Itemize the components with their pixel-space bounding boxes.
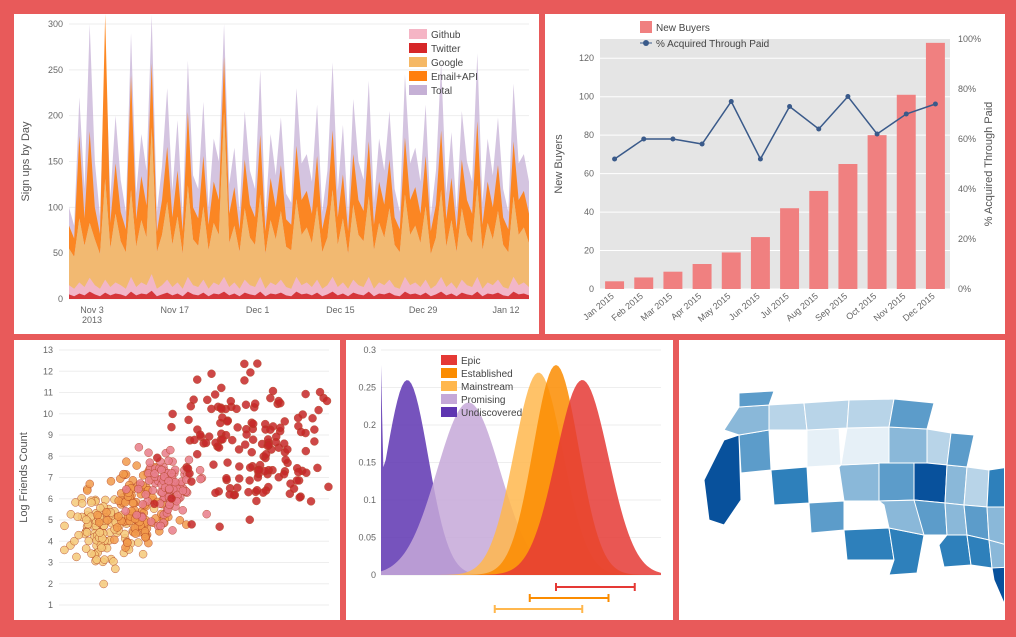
svg-text:60: 60 [584,169,594,179]
svg-text:0.1: 0.1 [364,495,377,505]
svg-text:40: 40 [584,207,594,217]
svg-text:2013: 2013 [82,315,102,325]
svg-text:2: 2 [48,579,53,589]
svg-text:300: 300 [48,19,63,29]
svg-text:60%: 60% [958,134,976,144]
svg-text:0%: 0% [958,284,971,294]
svg-text:Total: Total [431,86,452,97]
bar-line-chart: 0204060801001200%20%40%60%80%100%Jan 201… [545,14,1005,334]
svg-text:3: 3 [48,558,53,568]
svg-text:Github: Github [431,30,461,41]
svg-text:0.15: 0.15 [359,458,377,468]
svg-text:Promising: Promising [461,395,505,406]
svg-text:Sign ups by Day: Sign ups by Day [20,121,32,202]
svg-text:150: 150 [48,157,63,167]
svg-text:Log Friends Count: Log Friends Count [18,432,30,523]
svg-text:Dec 15: Dec 15 [326,305,355,315]
svg-text:0.05: 0.05 [359,533,377,543]
svg-text:4: 4 [48,536,53,546]
area-chart-panel: 0 50 100 150 200 250 300 Nov 32013 Nov 17 Dec 1 De… [14,14,539,334]
svg-text:0: 0 [589,284,594,294]
svg-text:0.2: 0.2 [364,420,377,430]
svg-text:Feb 2015: Feb 2015 [609,291,645,323]
svg-text:Dec 2015: Dec 2015 [901,291,937,323]
svg-text:Undiscovered: Undiscovered [461,408,522,419]
svg-text:50: 50 [53,248,63,258]
svg-text:Nov 17: Nov 17 [161,305,190,315]
svg-text:Jan 12: Jan 12 [492,305,519,315]
svg-text:5: 5 [48,515,53,525]
svg-text:0.25: 0.25 [359,383,377,393]
density-chart-panel: 0 0.05 0.1 0.15 0.2 0.25 0.3 Epic Established Mai… [346,340,672,620]
svg-text:8: 8 [48,451,53,461]
svg-text:0: 0 [58,294,63,304]
svg-text:200: 200 [48,111,63,121]
svg-text:12: 12 [43,366,53,376]
svg-text:Established: Established [461,369,513,380]
svg-text:Mar 2015: Mar 2015 [639,291,675,323]
svg-text:Sep 2015: Sep 2015 [813,291,849,323]
svg-text:11: 11 [44,388,53,398]
svg-text:% Acquired Through Paid: % Acquired Through Paid [983,102,995,227]
svg-text:May 2015: May 2015 [696,291,733,324]
svg-text:Epic: Epic [461,356,480,367]
svg-text:0: 0 [371,570,376,580]
map-chart-panel [679,340,1005,620]
svg-text:20%: 20% [958,234,976,244]
svg-text:80: 80 [584,130,594,140]
svg-text:1: 1 [48,600,53,610]
svg-text:Jun 2015: Jun 2015 [727,291,762,322]
svg-text:Mainstream: Mainstream [461,382,513,393]
svg-text:Google: Google [431,58,464,69]
svg-text:100%: 100% [958,34,981,44]
svg-text:Dec 29: Dec 29 [409,305,438,315]
svg-text:80%: 80% [958,84,976,94]
svg-text:40%: 40% [958,184,976,194]
density-chart: 0 0.05 0.1 0.15 0.2 0.25 0.3 Epic Established Mai… [346,340,671,620]
svg-text:New Buyers: New Buyers [553,134,565,194]
scatter-chart: 12345678910111213Log Friends Count [14,340,339,620]
svg-text:9: 9 [48,430,53,440]
svg-text:Dec 1: Dec 1 [246,305,270,315]
scatter-chart-panel: 12345678910111213Log Friends Count [14,340,340,620]
svg-text:10: 10 [43,409,53,419]
svg-text:20: 20 [584,246,594,256]
svg-text:250: 250 [48,65,63,75]
svg-text:100: 100 [579,92,594,102]
svg-text:7: 7 [48,473,53,483]
svg-text:Nov 3: Nov 3 [80,305,104,315]
svg-text:Email+API: Email+API [431,72,478,83]
area-chart: 0 50 100 150 200 250 300 Nov 32013 Nov 17 Dec 1 De… [14,14,539,334]
bar-line-chart-panel: 0204060801001200%20%40%60%80%100%Jan 201… [545,14,1005,334]
svg-text:100: 100 [48,202,63,212]
svg-text:120: 120 [579,53,594,63]
svg-text:Twitter: Twitter [431,44,461,55]
svg-text:% Acquired Through Paid: % Acquired Through Paid [656,39,769,50]
svg-text:0.3: 0.3 [364,345,377,355]
svg-text:6: 6 [48,494,53,504]
usa-map-chart [679,340,1004,620]
svg-text:13: 13 [43,345,53,355]
svg-text:New Buyers: New Buyers [656,23,710,34]
